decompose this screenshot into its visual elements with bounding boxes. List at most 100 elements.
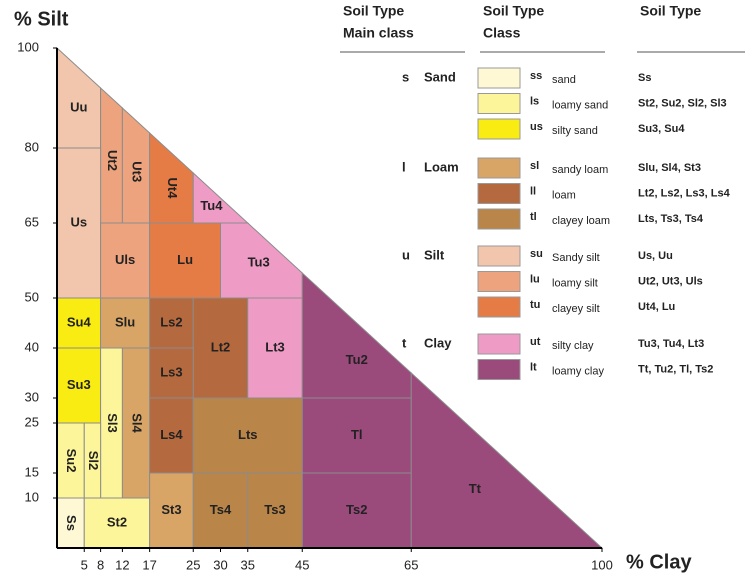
- region-label: Ls3: [160, 364, 182, 379]
- class-name: silty clay: [552, 340, 594, 352]
- region-label: Sl4: [130, 413, 145, 433]
- y-tick-label: 80: [25, 139, 39, 154]
- legend-header: Class: [483, 25, 521, 41]
- region-label: Ut2: [105, 150, 120, 171]
- region-label: Ls2: [160, 314, 182, 329]
- y-tick-label: 40: [25, 339, 39, 354]
- class-swatch: [477, 118, 521, 140]
- region-label: Tu3: [248, 254, 270, 269]
- class-name: loamy sand: [552, 99, 608, 111]
- y-tick-label: 30: [25, 389, 39, 404]
- x-tick-label: 100: [591, 557, 613, 572]
- class-name: loamy clay: [552, 365, 604, 377]
- class-swatch: [477, 208, 521, 230]
- class-swatch: [477, 67, 521, 89]
- y-tick-label: 25: [25, 414, 39, 429]
- region-label: Lt3: [265, 339, 285, 354]
- main-class-name: Silt: [424, 247, 445, 262]
- soil-types: St2, Su2, Sl2, Sl3: [638, 97, 727, 109]
- region-label: Su4: [67, 314, 92, 329]
- x-axis-label: % Clay: [626, 551, 692, 573]
- x-tick-label: 45: [295, 557, 309, 572]
- x-tick-label: 25: [186, 557, 200, 572]
- region-label: Ts4: [210, 502, 232, 517]
- class-code: tu: [530, 299, 540, 311]
- class-name: silty sand: [552, 125, 598, 137]
- class-name: clayey silt: [552, 303, 600, 315]
- soil-region: [410, 371, 604, 549]
- x-tick-label: 65: [404, 557, 418, 572]
- class-code: us: [530, 121, 543, 133]
- main-class-code: u: [402, 247, 410, 262]
- region-label: Ss: [64, 515, 79, 531]
- x-tick-label: 17: [142, 557, 156, 572]
- main-class-code: s: [402, 69, 409, 84]
- soil-region: [301, 271, 412, 399]
- class-swatch: [477, 333, 521, 355]
- y-tick-label: 15: [25, 464, 39, 479]
- region-label: Tl: [351, 427, 363, 442]
- region-label: Ts2: [346, 502, 367, 517]
- region-label: Su3: [67, 377, 91, 392]
- class-name: Sandy silt: [552, 252, 600, 264]
- region-label: Tu4: [200, 198, 223, 213]
- class-code: ll: [530, 185, 536, 197]
- region-label: Su2: [64, 449, 79, 473]
- main-class-name: Clay: [424, 335, 452, 350]
- class-code: ut: [530, 336, 541, 348]
- soil-types: Ut4, Lu: [638, 301, 675, 313]
- class-name: clayey loam: [552, 215, 610, 227]
- y-tick-label: 10: [25, 489, 39, 504]
- class-code: lu: [530, 273, 540, 285]
- y-tick-label: 65: [25, 214, 39, 229]
- region-label: Ut3: [130, 161, 145, 182]
- x-tick-label: 30: [213, 557, 227, 572]
- legend-header: Main class: [343, 25, 414, 41]
- soil-types: Tu3, Tu4, Lt3: [638, 338, 704, 350]
- y-tick-label: 50: [25, 289, 39, 304]
- x-tick-label: 5: [81, 557, 88, 572]
- class-code: ls: [530, 95, 539, 107]
- soil-types: Tt, Tu2, Tl, Ts2: [638, 363, 713, 375]
- main-class-code: l: [402, 159, 406, 174]
- class-name: sand: [552, 74, 576, 86]
- region-label: Lt2: [211, 339, 231, 354]
- soil-types: Slu, Sl4, St3: [638, 162, 701, 174]
- main-class-name: Loam: [424, 159, 459, 174]
- region-label: St3: [161, 502, 181, 517]
- class-swatch: [477, 157, 521, 179]
- legend-header: Soil Type: [640, 3, 701, 19]
- class-name: loamy silt: [552, 277, 598, 289]
- region-label: St2: [107, 514, 127, 529]
- region-label: Sl2: [86, 451, 101, 471]
- region-label: Ut4: [165, 178, 180, 200]
- soil-types: Lt2, Ls2, Ls3, Ls4: [638, 187, 731, 199]
- class-code: ss: [530, 70, 542, 82]
- y-axis-label: % Silt: [14, 8, 69, 30]
- x-tick-label: 8: [97, 557, 104, 572]
- main-class-name: Sand: [424, 69, 456, 84]
- class-swatch: [477, 245, 521, 267]
- class-name: loam: [552, 189, 576, 201]
- class-swatch: [477, 359, 521, 380]
- region-label: Us: [70, 214, 87, 229]
- soil-types: Ss: [638, 72, 651, 84]
- class-code: su: [530, 248, 543, 260]
- soil-types: Lts, Ts3, Ts4: [638, 213, 704, 225]
- soil-types: Su3, Su4: [638, 123, 685, 135]
- class-code: tl: [530, 211, 537, 223]
- region-label: Ls4: [160, 427, 183, 442]
- class-code: lt: [530, 361, 537, 373]
- x-tick-label: 12: [115, 557, 129, 572]
- x-tick-label: 35: [241, 557, 255, 572]
- legend-header: Soil Type: [343, 3, 404, 19]
- region-label: Sl3: [105, 413, 120, 433]
- y-tick-label: 100: [17, 39, 39, 54]
- soil-region: [56, 46, 102, 149]
- main-class-code: t: [402, 335, 407, 350]
- region-label: Uu: [70, 99, 87, 114]
- region-label: Tu2: [346, 352, 368, 367]
- class-swatch: [477, 93, 521, 114]
- region-label: Slu: [115, 314, 135, 329]
